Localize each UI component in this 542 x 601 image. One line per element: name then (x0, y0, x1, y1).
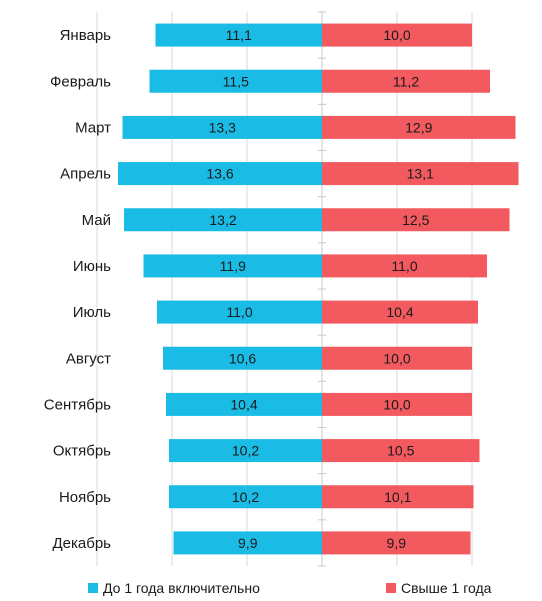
legend-item-right: Свыше 1 года (386, 580, 491, 596)
category-label: Ноябрь (59, 489, 111, 506)
data-label-right: 11,2 (393, 73, 419, 89)
bar-right (322, 162, 519, 186)
legend-item-left: До 1 года включительно (88, 580, 260, 596)
category-label: Апрель (60, 166, 111, 183)
bar-right (322, 439, 480, 463)
data-label-left: 10,6 (229, 350, 256, 366)
legend-swatch-right (386, 583, 396, 593)
category-label: Октябрь (53, 443, 111, 460)
legend-label-right: Свыше 1 года (401, 580, 492, 596)
data-label-left: 11,5 (223, 73, 249, 89)
category-label: Декабрь (53, 535, 112, 552)
category-label: Март (75, 119, 111, 136)
data-label-right: 13,1 (407, 166, 434, 182)
bar-left (166, 392, 322, 416)
category-label: Сентябрь (44, 396, 111, 413)
category-label: Январь (60, 27, 112, 44)
bar-right (322, 254, 487, 278)
data-label-right: 10,0 (383, 350, 410, 366)
legend-swatch-left (88, 583, 98, 593)
bar-left (122, 115, 322, 139)
legend-label-left: До 1 года включительно (103, 580, 260, 596)
data-label-right: 10,0 (383, 27, 410, 43)
category-label: Август (66, 350, 111, 367)
data-label-left: 13,6 (206, 166, 233, 182)
data-label-left: 10,2 (232, 489, 259, 505)
bar-left (169, 485, 322, 509)
bar-left (173, 531, 322, 555)
labels: Январь 11,1 10,0 Февраль 11,5 11,2 Март 13,3 12,… (44, 27, 434, 552)
category-label: Июль (73, 304, 111, 321)
bar-right (322, 208, 510, 232)
bar-left (124, 208, 322, 232)
bar-right (322, 115, 516, 139)
data-label-right: 10,5 (387, 443, 414, 459)
data-label-right: 11,0 (391, 258, 417, 274)
data-label-right: 10,1 (384, 489, 411, 505)
data-label-left: 13,2 (209, 212, 236, 228)
bar-left (157, 300, 322, 324)
data-label-left: 11,0 (226, 304, 252, 320)
bar-right (322, 346, 472, 370)
category-label: Февраль (50, 73, 111, 90)
data-label-left: 11,1 (226, 27, 252, 43)
data-label-right: 12,5 (402, 212, 429, 228)
bars (118, 23, 519, 555)
data-label-right: 12,9 (405, 119, 432, 135)
grid-lines (96, 11, 473, 567)
data-label-right: 9,9 (387, 535, 407, 551)
bar-left (163, 346, 322, 370)
category-label: Май (82, 212, 111, 229)
bar-left (169, 439, 322, 463)
bar-right (322, 392, 472, 416)
bar-right (322, 485, 474, 509)
data-label-left: 9,9 (238, 535, 258, 551)
bar-left (118, 162, 322, 186)
bar-right (322, 23, 472, 47)
data-label-right: 10,0 (383, 396, 410, 412)
bar-left (143, 254, 322, 278)
bar-left (155, 23, 322, 47)
data-label-left: 11,9 (220, 258, 246, 274)
bar-right (322, 69, 490, 93)
bar-right (322, 300, 478, 324)
data-label-left: 13,3 (209, 119, 236, 135)
data-label-right: 10,4 (386, 304, 413, 320)
bar-right (322, 531, 471, 555)
category-label: Июнь (73, 258, 111, 275)
bar-left (149, 69, 322, 93)
data-label-left: 10,4 (230, 396, 257, 412)
data-label-left: 10,2 (232, 443, 259, 459)
